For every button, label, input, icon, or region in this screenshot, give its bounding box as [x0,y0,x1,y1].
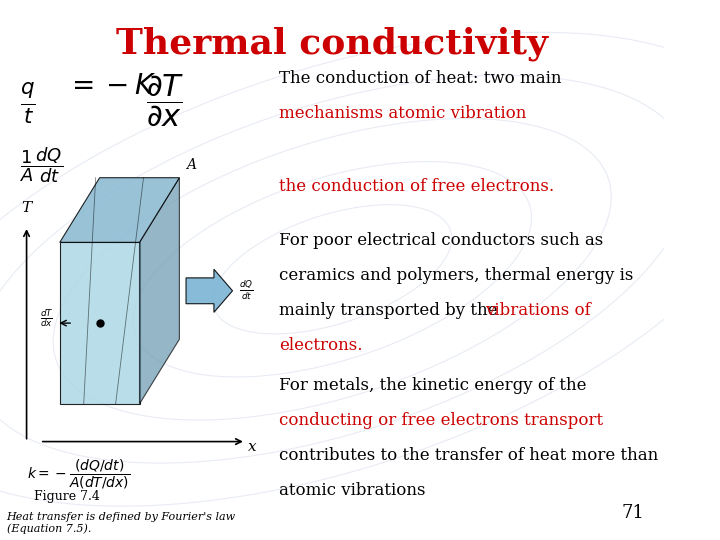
Polygon shape [186,269,233,312]
Text: T: T [22,201,32,215]
Text: For poor electrical conductors such as: For poor electrical conductors such as [279,232,603,248]
Text: $\dfrac{\partial T}{\partial x}$: $\dfrac{\partial T}{\partial x}$ [146,73,184,129]
Text: atomic vibrations: atomic vibrations [279,482,426,499]
Text: ceramics and polymers, thermal energy is: ceramics and polymers, thermal energy is [279,267,634,284]
Text: For metals, the kinetic energy of the: For metals, the kinetic energy of the [279,377,587,394]
Text: A: A [186,158,196,172]
Text: mainly transported by the: mainly transported by the [279,301,503,319]
Text: Heat transfer is defined by Fourier's law
(Equation 7.5).: Heat transfer is defined by Fourier's la… [6,511,235,534]
Text: $k = -\dfrac{(dQ/dt)}{A(dT/dx)}$: $k = -\dfrac{(dQ/dt)}{A(dT/dx)}$ [27,458,130,491]
Text: $\dfrac{1}{A}\dfrac{dQ}{dt}$: $\dfrac{1}{A}\dfrac{dQ}{dt}$ [20,145,63,185]
Text: $\frac{dQ}{dt}$: $\frac{dQ}{dt}$ [239,279,253,302]
Text: $\frac{dT}{dx}$: $\frac{dT}{dx}$ [40,307,53,329]
Text: contributes to the transfer of heat more than: contributes to the transfer of heat more… [279,447,658,464]
Text: $= -K$: $= -K$ [66,73,157,100]
Text: mechanisms atomic vibration: mechanisms atomic vibration [279,105,526,122]
Text: The conduction of heat: two main: The conduction of heat: two main [279,70,562,87]
Polygon shape [60,178,179,242]
Polygon shape [140,178,179,404]
Text: x: x [248,440,257,454]
Text: the conduction of free electrons.: the conduction of free electrons. [279,178,554,195]
Text: vibrations of: vibrations of [485,301,590,319]
Text: $\frac{q}{t}$: $\frac{q}{t}$ [20,81,35,126]
Text: Thermal conductivity: Thermal conductivity [116,27,548,62]
Text: 71: 71 [621,504,644,522]
Polygon shape [60,242,140,404]
Text: conducting or free electrons transport: conducting or free electrons transport [279,412,603,429]
Text: electrons.: electrons. [279,336,363,354]
Text: Figure 7.4: Figure 7.4 [34,490,99,503]
